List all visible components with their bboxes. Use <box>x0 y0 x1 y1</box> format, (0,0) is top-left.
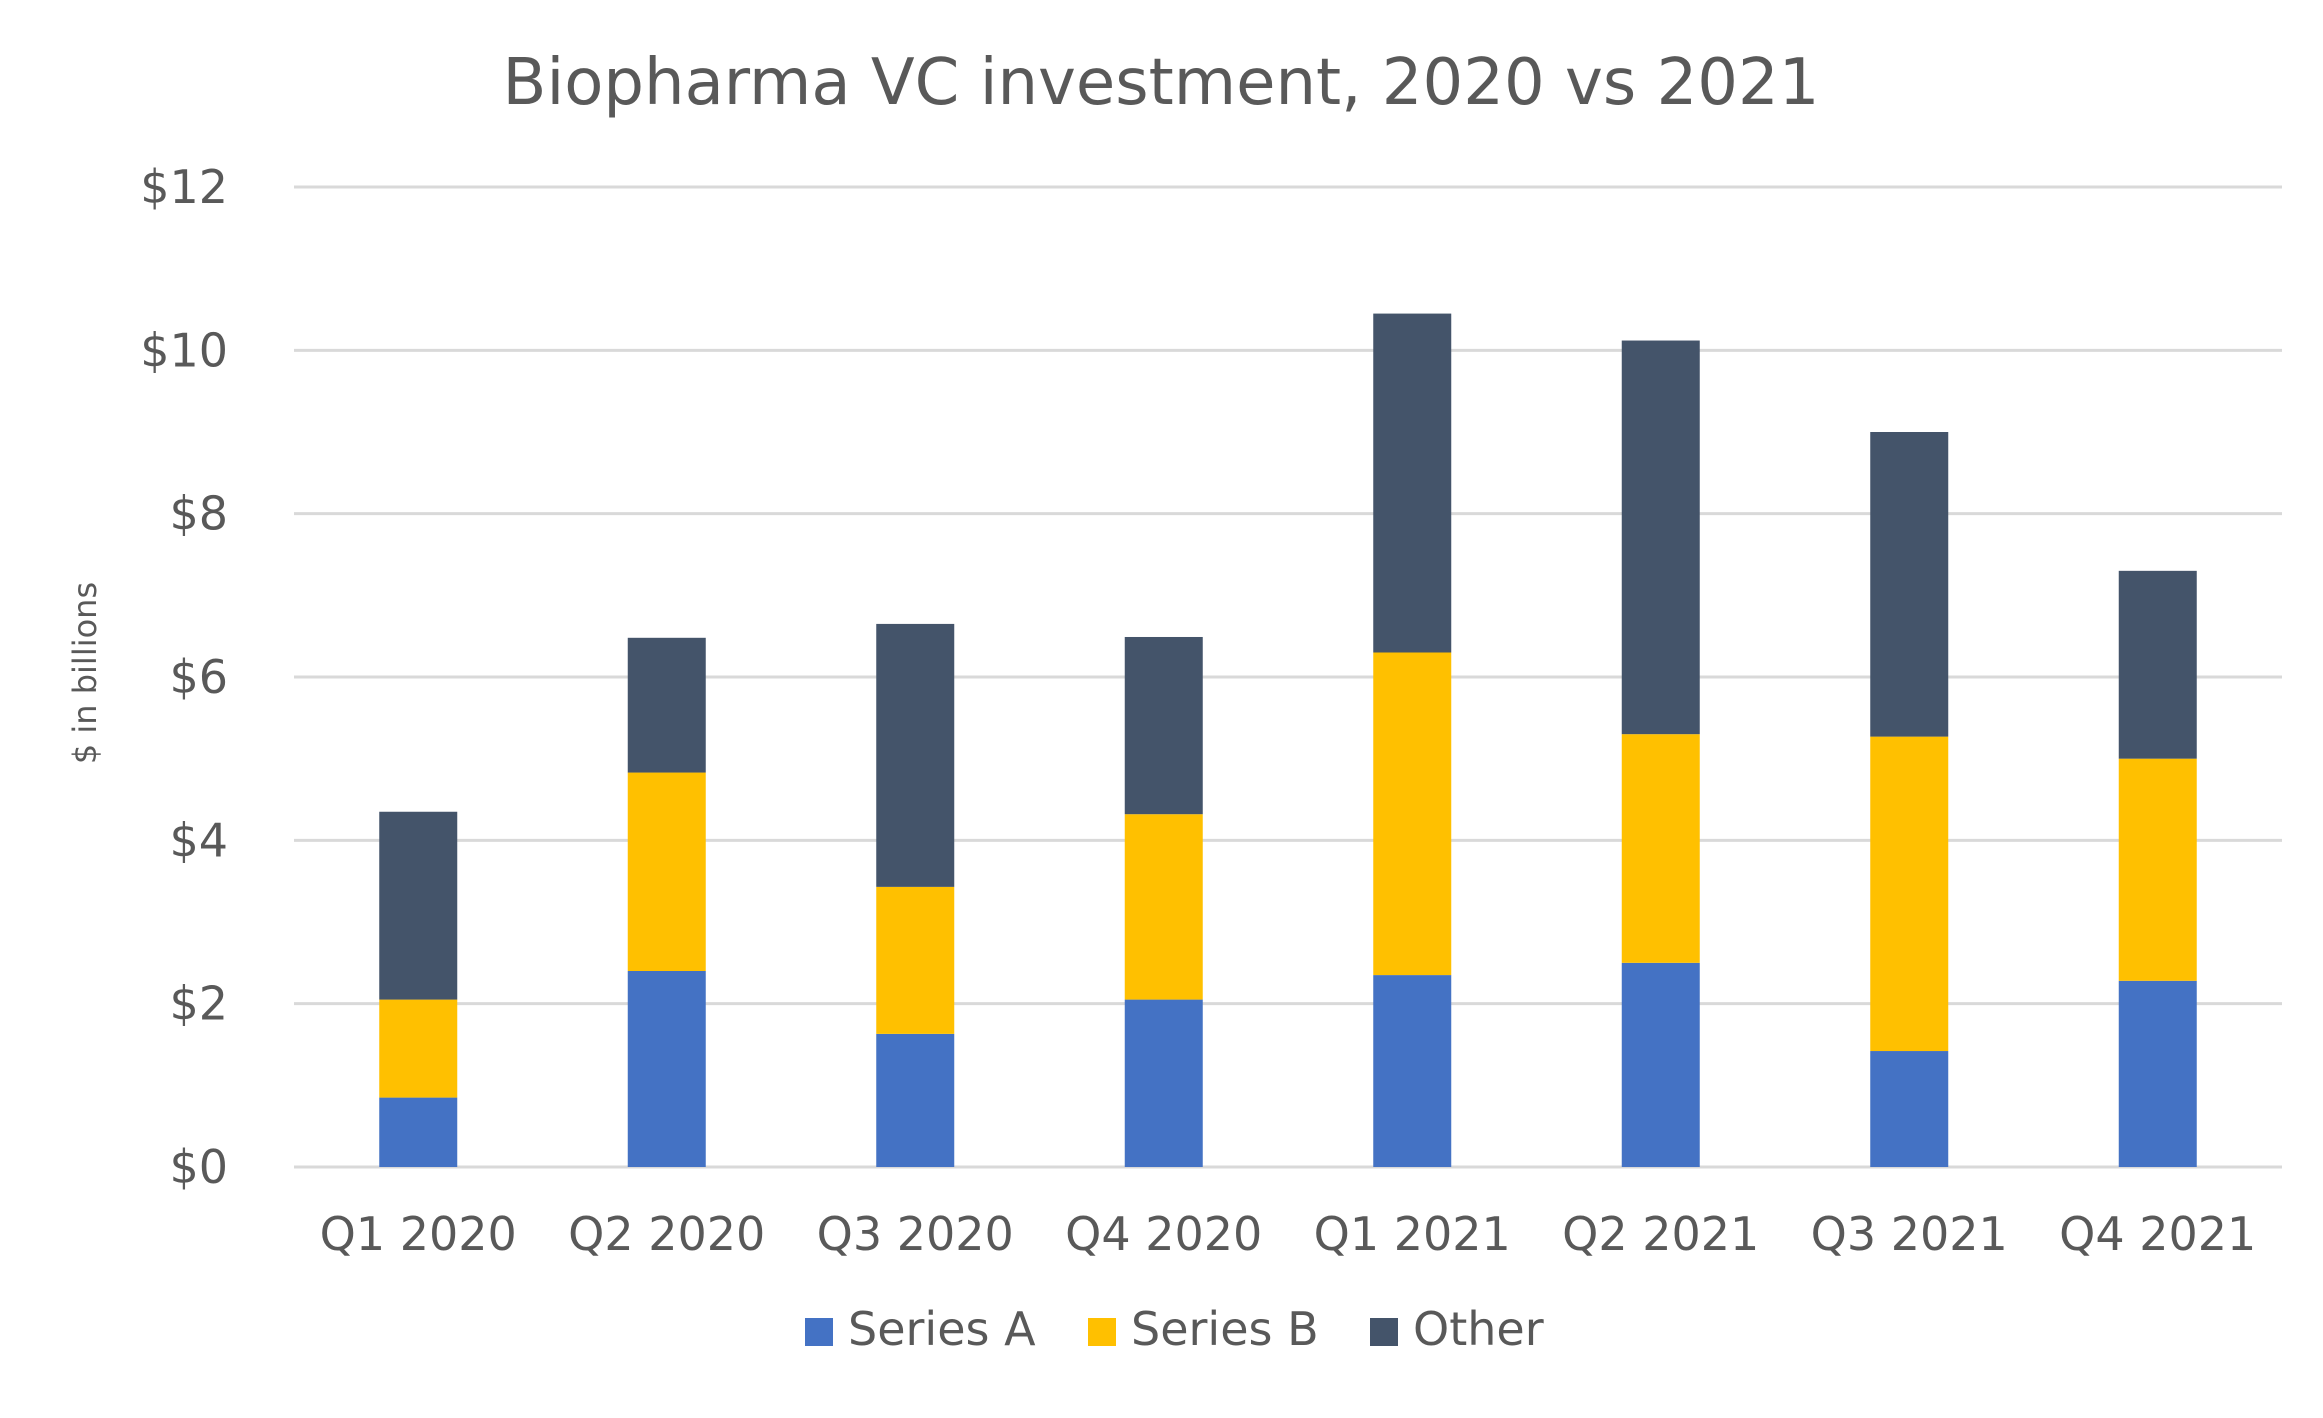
bar-series-b-3 <box>1124 814 1203 1000</box>
y-axis-tick-labels: $0 $2 $4 $6 $8 $10 $12 <box>140 160 228 1194</box>
bar-series-b-5 <box>1621 734 1700 963</box>
legend-swatch <box>805 1318 833 1346</box>
bar-series-a-5 <box>1621 962 1700 1167</box>
x-tick-label: Q3 2020 <box>817 1207 1014 1261</box>
legend-label: Series B <box>1131 1302 1319 1356</box>
bar-series-a-7 <box>2118 980 2197 1167</box>
x-axis-tick-labels: Q1 2020 Q2 2020 Q3 2020 Q4 2020 Q1 2021 Q2 20… <box>320 1207 2257 1261</box>
bar-series-b-0 <box>379 999 458 1098</box>
bar-other-1 <box>627 637 706 773</box>
x-tick-label: Q2 2021 <box>1562 1207 1759 1261</box>
y-tick-label: $2 <box>169 977 228 1031</box>
bar-series-a-2 <box>876 1033 955 1167</box>
y-tick-label: $12 <box>140 160 228 214</box>
legend-label: Series A <box>848 1302 1036 1356</box>
bar-series-a-1 <box>627 971 706 1167</box>
bar-series-a-3 <box>1124 999 1203 1167</box>
y-tick-label: $4 <box>169 813 228 867</box>
legend: Series A Series B Other <box>805 1302 1544 1356</box>
y-tick-label: $0 <box>169 1140 228 1194</box>
gridlines <box>294 185 2282 1169</box>
bar-series-b-1 <box>627 772 706 971</box>
bar-series-b-4 <box>1373 652 1452 976</box>
bar-other-5 <box>1621 340 1700 735</box>
x-tick-label: Q4 2021 <box>2059 1207 2256 1261</box>
bar-other-6 <box>1870 432 1949 737</box>
bar-series-b-7 <box>2118 758 2197 981</box>
bar-series-a-4 <box>1373 975 1452 1167</box>
chart-title: Biopharma VC investment, 2020 vs 2021 <box>503 46 1820 120</box>
x-tick-label: Q2 2020 <box>568 1207 765 1261</box>
bar-series-a-6 <box>1870 1051 1949 1167</box>
bar-series-b-2 <box>876 886 955 1034</box>
y-tick-label: $10 <box>140 323 228 377</box>
bar-other-3 <box>1124 636 1203 815</box>
bar-other-2 <box>876 623 955 887</box>
legend-item-series-a: Series A <box>805 1302 1036 1356</box>
legend-swatch <box>1088 1318 1116 1346</box>
x-tick-label: Q1 2020 <box>320 1207 517 1261</box>
bar-series-a-0 <box>379 1097 458 1167</box>
x-tick-label: Q4 2020 <box>1065 1207 1262 1261</box>
legend-swatch <box>1370 1318 1398 1346</box>
x-tick-label: Q3 2021 <box>1811 1207 2008 1261</box>
bar-other-7 <box>2118 570 2197 759</box>
y-tick-label: $6 <box>169 650 228 704</box>
y-tick-label: $8 <box>169 487 228 541</box>
legend-item-series-b: Series B <box>1088 1302 1319 1356</box>
bars <box>379 313 2197 1167</box>
bar-other-0 <box>379 811 458 1000</box>
y-axis-title: $ in billions <box>66 582 104 764</box>
x-tick-label: Q1 2021 <box>1314 1207 1511 1261</box>
legend-label: Other <box>1413 1302 1544 1356</box>
legend-item-other: Other <box>1370 1302 1544 1356</box>
bar-series-b-6 <box>1870 736 1949 1052</box>
bar-other-4 <box>1373 313 1452 653</box>
